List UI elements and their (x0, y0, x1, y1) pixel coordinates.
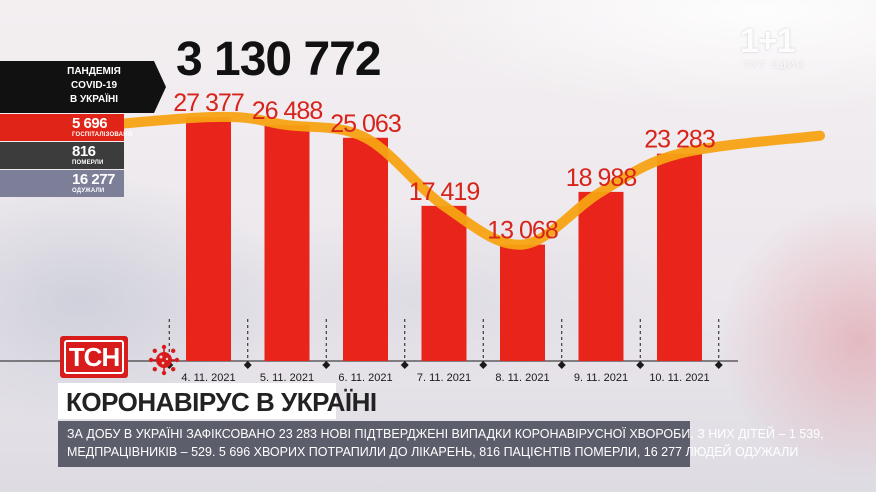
stats-heading-line-1: ПАНДЕМІЯ (67, 66, 121, 77)
coronavirus-icon (148, 344, 180, 376)
bar-9. 11. 2021 (578, 191, 624, 361)
total-cases-headline: 3 130 772 (176, 33, 382, 86)
channel-logo: 1+1 (740, 22, 796, 60)
stats-heading-line-2: COVID-19 (70, 80, 118, 91)
x-tick-label: 8. 11. 2021 (495, 372, 549, 384)
x-tick-label: 7. 11. 2021 (417, 372, 471, 384)
value-label: 25 063 (330, 110, 401, 138)
x-tick-mark (400, 361, 409, 369)
value-label: 27 377 (173, 89, 244, 117)
stats-panel-heading: ПАНДЕМІЯ COVID-19 В УКРАЇНІ (0, 61, 166, 113)
x-tick-mark (636, 361, 645, 369)
stat-hospitalized-value: 5 696 (72, 115, 108, 132)
x-tick-label: 6. 11. 2021 (338, 372, 392, 384)
x-tick-label: 4. 11. 2021 (181, 372, 235, 384)
ticker-line-2: МЕДПРАЦІВНИКІВ – 529. 5 696 ХВОРИХ ПОТРА… (67, 445, 799, 459)
tsn-logo-text: ТСН (64, 340, 124, 374)
bar-7. 11. 2021 (421, 205, 467, 361)
news-ticker: ЗА ДОБУ В УКРАЇНІ ЗАФІКСОВАНО 23 283 НОВ… (58, 421, 824, 467)
x-tick-mark (714, 361, 723, 369)
ticker-line-1: ЗА ДОБУ В УКРАЇНІ ЗАФІКСОВАНО 23 283 НОВ… (67, 427, 824, 441)
tsn-logo: ТСН (60, 336, 128, 378)
stat-hospitalized-label: ГОСПІТАЛІЗОВАНО (72, 132, 133, 138)
x-tick-mark (243, 361, 252, 369)
value-label: 17 419 (409, 178, 480, 206)
x-tick-mark (479, 361, 488, 369)
bar-10. 11. 2021 (657, 153, 702, 361)
title-bar: КОРОНАВІРУС В УКРАЇНІ (58, 383, 377, 419)
bar-8. 11. 2021 (500, 244, 545, 361)
x-tick-label: 5. 11. 2021 (260, 372, 314, 384)
x-tick-label: 10. 11. 2021 (649, 372, 709, 384)
x-tick-mark (322, 361, 331, 369)
value-label: 18 988 (566, 164, 637, 192)
x-tick-mark (557, 361, 566, 369)
title-text: КОРОНАВІРУС В УКРАЇНІ (66, 387, 377, 417)
stats-heading-line-3: В УКРАЇНІ (69, 94, 119, 105)
stat-recovered: 16 277 ОДУЖАЛИ (0, 170, 124, 197)
channel-logo-subtitle: ТУТ ОДИН (744, 60, 806, 70)
stat-deaths-value: 816 (72, 143, 96, 160)
value-label: 26 488 (252, 97, 323, 125)
stat-deaths-label: ПОМЕРЛИ (72, 160, 104, 166)
value-label: 13 068 (487, 217, 558, 245)
stat-recovered-value: 16 277 (72, 171, 115, 188)
bar-6. 11. 2021 (343, 137, 388, 361)
value-label: 23 283 (644, 126, 715, 154)
bar-4. 11. 2021 (186, 117, 231, 362)
stat-recovered-label: ОДУЖАЛИ (72, 188, 105, 194)
stat-deaths: 816 ПОМЕРЛИ (0, 142, 124, 169)
stat-hospitalized: 5 696 ГОСПІТАЛІЗОВАНО (0, 114, 132, 141)
trend-line (0, 111, 825, 250)
x-tick-label: 9. 11. 2021 (574, 372, 628, 384)
bar-5. 11. 2021 (264, 125, 310, 361)
